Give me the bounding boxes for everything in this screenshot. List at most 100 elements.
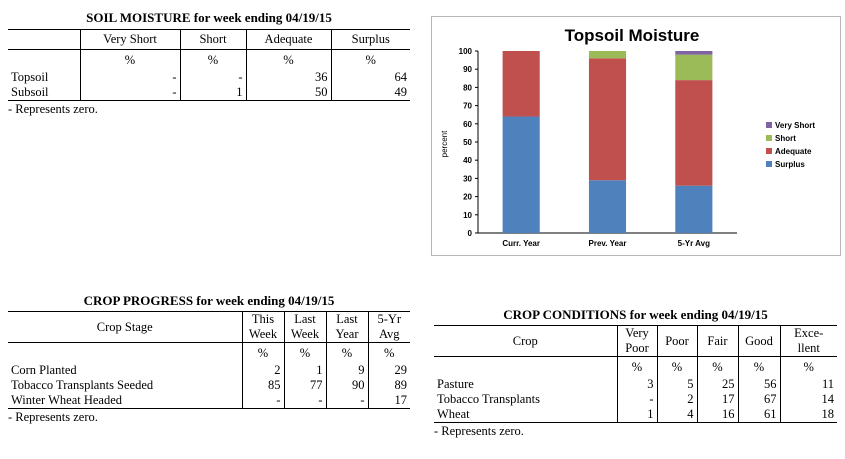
y-tick-label: 90 bbox=[463, 65, 472, 74]
cell-value: 1 bbox=[283, 363, 326, 378]
cell-value: - bbox=[283, 393, 326, 409]
table-row: Tobacco Transplants - 2 17 67 14 bbox=[434, 392, 837, 407]
crop-progress-table: Crop Stage This Last Last 5-Yr Week Week… bbox=[8, 311, 410, 409]
cell-value: 29 bbox=[367, 363, 410, 378]
legend-label: Surplus bbox=[775, 160, 805, 169]
row-label: Wheat bbox=[434, 407, 617, 423]
legend-label: Adequate bbox=[775, 147, 812, 156]
unit-label: % bbox=[656, 356, 697, 377]
unit-label: % bbox=[325, 342, 368, 363]
cell-value: 18 bbox=[779, 407, 837, 423]
cell-value: - bbox=[79, 70, 180, 85]
table-row: Topsoil - - 36 64 bbox=[8, 70, 410, 85]
legend: Very Short Short Adequate Surplus bbox=[766, 121, 815, 169]
column-header: Surplus bbox=[330, 29, 410, 50]
column-header: Exce- bbox=[779, 325, 837, 341]
legend-swatch bbox=[766, 148, 772, 154]
y-tick-label: 80 bbox=[463, 83, 472, 92]
cell-value: - bbox=[616, 392, 657, 407]
row-label: Tobacco Transplants Seeded bbox=[11, 378, 154, 392]
column-header: Week bbox=[283, 327, 326, 343]
cell-value: 2 bbox=[656, 392, 697, 407]
unit-label: % bbox=[737, 356, 780, 377]
cell-value: 4 bbox=[656, 407, 697, 423]
y-tick-label: 40 bbox=[463, 156, 472, 165]
table-row: Pasture 3 5 25 56 11 bbox=[434, 377, 837, 392]
footnote: - Represents zero. bbox=[8, 102, 98, 116]
column-header: Last bbox=[325, 311, 368, 327]
bar-segment-very-short bbox=[675, 51, 713, 55]
column-header: 5-Yr bbox=[367, 311, 410, 327]
cell-value: 56 bbox=[737, 377, 780, 392]
cell-value: - bbox=[79, 85, 180, 101]
unit-label: % bbox=[79, 49, 180, 70]
crop-conditions-table: Crop Very Poor Fair Good Exce- Poor llen… bbox=[434, 325, 837, 423]
row-label: Tobacco Transplants bbox=[437, 392, 540, 406]
chart-title: Topsoil Moisture bbox=[565, 26, 700, 45]
table-row: Wheat 1 4 16 61 18 bbox=[434, 407, 837, 423]
cell-value: 3 bbox=[616, 377, 657, 392]
crop-progress-title: CROP PROGRESS for week ending 04/19/15 bbox=[83, 293, 335, 308]
bar-segment-short bbox=[588, 51, 627, 59]
row-label: Topsoil bbox=[11, 70, 49, 84]
cell-value: 25 bbox=[696, 377, 738, 392]
column-header: Fair bbox=[696, 325, 738, 357]
y-tick-label: 60 bbox=[463, 120, 472, 129]
crop-header: Crop bbox=[434, 325, 617, 357]
cell-value: 16 bbox=[696, 407, 738, 423]
crop-stage-header: Crop Stage bbox=[8, 311, 242, 343]
cell-value: 85 bbox=[241, 378, 284, 393]
unit-label: % bbox=[367, 342, 410, 363]
topsoil-moisture-chart: Topsoil Moisture percent 0 10 20 30 40 50 60 70… bbox=[431, 16, 841, 256]
legend-swatch bbox=[766, 161, 772, 167]
table-row: Tobacco Transplants Seeded 85 77 90 89 bbox=[8, 378, 410, 393]
column-header: Year bbox=[325, 327, 368, 343]
soil-moisture-title: SOIL MOISTURE for week ending 04/19/15 bbox=[86, 10, 332, 25]
cell-value: 67 bbox=[737, 392, 780, 407]
cell-value: 36 bbox=[245, 70, 331, 85]
cell-value: - bbox=[179, 70, 246, 85]
bar-segment-adequate bbox=[502, 51, 540, 117]
bar-segment-surplus bbox=[502, 116, 540, 233]
cell-value: 1 bbox=[179, 85, 246, 101]
bar-segment-adequate bbox=[588, 58, 627, 181]
cell-value: 14 bbox=[779, 392, 837, 407]
bar-segment-short bbox=[675, 54, 713, 81]
column-header: Very Short bbox=[79, 29, 180, 50]
cell-value: 61 bbox=[737, 407, 780, 423]
unit-label: % bbox=[179, 49, 246, 70]
cell-value: 89 bbox=[367, 378, 410, 393]
row-label: Corn Planted bbox=[11, 363, 77, 377]
unit-label: % bbox=[779, 356, 837, 377]
unit-label: % bbox=[696, 356, 738, 377]
cell-value: 90 bbox=[325, 378, 368, 393]
bar-segment-surplus bbox=[675, 185, 713, 233]
row-label: Winter Wheat Headed bbox=[8, 393, 242, 409]
column-header: llent bbox=[779, 341, 837, 357]
cell-value: - bbox=[325, 393, 368, 409]
column-header: Short bbox=[179, 29, 246, 50]
y-axis-label: percent bbox=[440, 130, 449, 157]
cell-value: 9 bbox=[325, 363, 368, 378]
y-tick-label: 30 bbox=[463, 174, 472, 183]
footnote: - Represents zero. bbox=[434, 424, 524, 438]
y-tick-label: 50 bbox=[463, 138, 472, 147]
crop-conditions-section: CROP CONDITIONS for week ending 04/19/15… bbox=[434, 307, 837, 439]
legend-label: Very Short bbox=[775, 121, 815, 130]
cell-value: - bbox=[241, 393, 284, 409]
column-header: Very bbox=[616, 325, 657, 341]
unit-label: % bbox=[245, 49, 331, 70]
column-header: Last bbox=[283, 311, 326, 327]
column-header: Good bbox=[737, 325, 780, 357]
cell-value: 17 bbox=[696, 392, 738, 407]
y-tick-label: 70 bbox=[463, 102, 472, 111]
plot-area: 0 10 20 30 40 50 60 70 80 90 100 Curr. Year Prev. Ye… bbox=[459, 47, 737, 248]
cell-value: 50 bbox=[245, 85, 331, 101]
column-header: Week bbox=[241, 327, 284, 343]
column-header: Poor bbox=[616, 341, 657, 357]
legend-label: Short bbox=[775, 134, 796, 143]
row-label: Pasture bbox=[437, 377, 474, 391]
cell-value: 11 bbox=[779, 377, 837, 392]
cell-value: 77 bbox=[283, 378, 326, 393]
x-tick-label: Curr. Year bbox=[502, 239, 540, 248]
